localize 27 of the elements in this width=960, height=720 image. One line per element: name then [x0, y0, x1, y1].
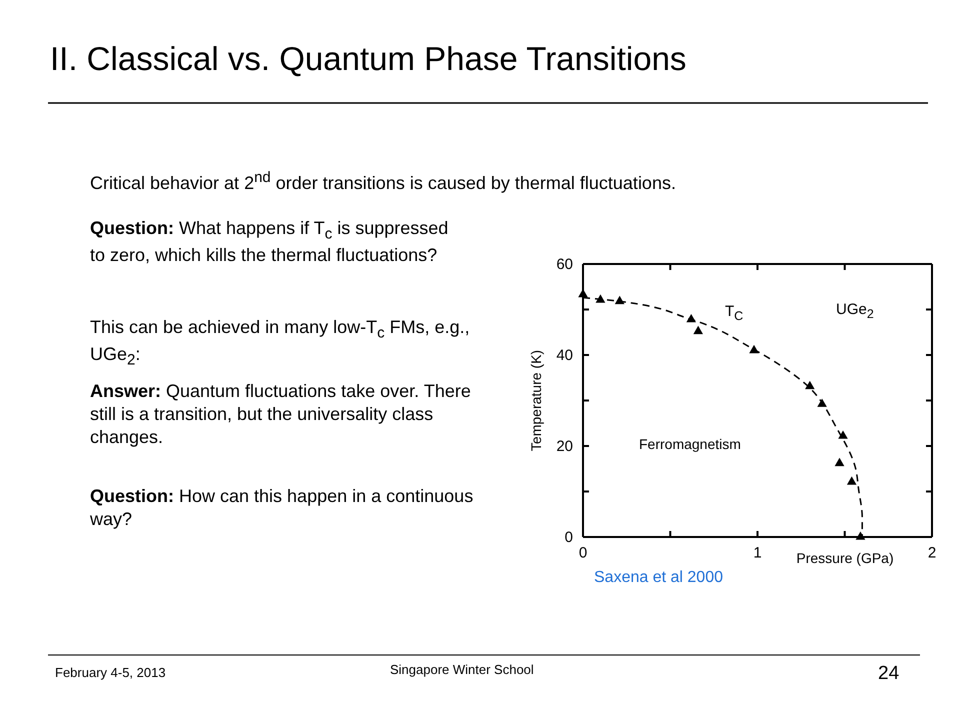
point	[834, 458, 844, 466]
text: Saxena et al 2000	[594, 568, 724, 588]
point	[846, 476, 857, 485]
text: 24	[878, 662, 900, 686]
point	[856, 531, 866, 540]
text: February 4-5, 2013	[55, 665, 167, 682]
annotation: T$_{C}$	[725, 302, 744, 325]
chart-title: II. Classical vs. Quantum Phase Transitions	[50, 40, 686, 78]
annotation: Ferromagnetism	[639, 436, 742, 454]
x-tick-label: 2	[928, 544, 936, 562]
y-tick-label: 0	[564, 528, 573, 546]
text: Answer: Quantum fluctuations take over. There still is a transition, but the universality class changes.	[90, 381, 471, 447]
point	[838, 430, 848, 439]
x-tick-label: 1	[753, 544, 762, 562]
y-tick-label: 20	[556, 438, 573, 455]
text: Singapore Winter School	[390, 662, 535, 678]
y-tick-label: 60	[556, 256, 573, 273]
x-tick-label: 0	[578, 544, 588, 562]
text: Question: What happens if T$_{c}$ is suppressed to zero, which kills the thermal fluctuations?	[90, 218, 448, 265]
y-tick-label: 40	[556, 346, 573, 364]
annotation: UGe$_{2}$	[836, 300, 875, 323]
text: This can be achieved in many low-T$_{c}$ FMs, e.g., UGe$_{2}$:	[90, 317, 470, 368]
text: Question: How can this happen in a continuous way?	[90, 486, 474, 529]
point	[693, 326, 703, 334]
text: Critical behavior at 2$^{nd}$ order transitions is caused by thermal fluctuations.	[90, 168, 677, 195]
y-axis-title: Temperature (K)	[528, 350, 544, 452]
x-axis-title: Pressure (GPa)	[796, 550, 894, 566]
